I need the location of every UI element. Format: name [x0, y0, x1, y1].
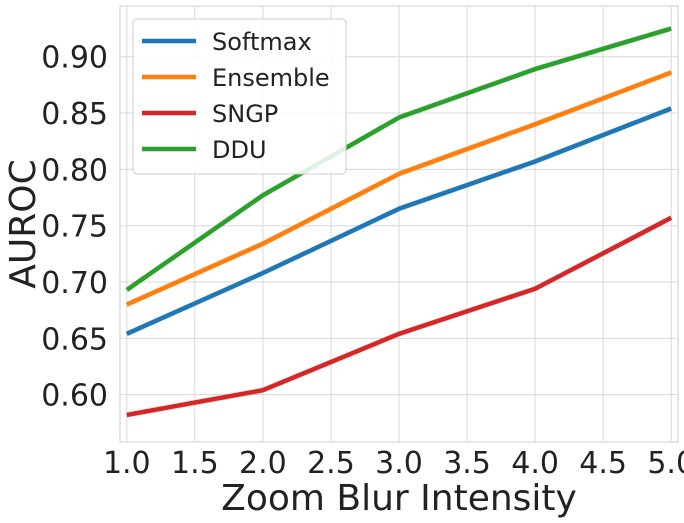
x-tick-label: 3.0: [375, 446, 423, 481]
y-tick-label: 0.70: [41, 266, 108, 301]
y-axis-label: AUROC: [3, 159, 44, 288]
legend-box: [132, 18, 347, 175]
x-tick-label: 2.5: [307, 446, 355, 481]
y-tick-label: 0.90: [41, 41, 108, 76]
y-tick-label: 0.65: [41, 322, 108, 357]
x-tick-label: 2.0: [239, 446, 287, 481]
y-tick-label: 0.80: [41, 153, 108, 188]
y-tick-labels: 0.60 0.65 0.70 0.75 0.80 0.85 0.90: [41, 41, 108, 414]
x-tick-label: 3.5: [443, 446, 491, 481]
y-tick-label: 0.60: [41, 379, 108, 414]
ensemble-legend-label: Ensemble: [212, 64, 330, 92]
softmax-legend-label: Softmax: [212, 28, 312, 56]
x-tick-label: 4.0: [511, 446, 559, 481]
x-axis-label: Zoom Blur Intensity: [221, 478, 577, 519]
ddu-legend-label: DDU: [212, 136, 267, 164]
softmax-line: [125, 106, 673, 336]
x-tick-label: 1.0: [103, 446, 151, 481]
ensemble-line: [125, 70, 672, 307]
x-tick-label: 4.5: [579, 446, 627, 481]
series-lines: [125, 26, 673, 418]
sngp-legend-label: SNGP: [212, 100, 278, 128]
ddu-line: [125, 26, 672, 292]
x-tick-label: 5.0: [647, 446, 684, 481]
y-tick-label: 0.75: [41, 210, 108, 245]
x-tick-label: 1.5: [171, 446, 219, 481]
y-tick-label: 0.85: [41, 97, 108, 132]
x-tick-labels: 1.0 1.5 2.0 2.5 3.0 3.5 4.0 4.5 5.0: [103, 446, 684, 481]
sngp-line: [126, 215, 673, 418]
legend: Softmax Ensemble SNGP DDU: [132, 18, 347, 175]
